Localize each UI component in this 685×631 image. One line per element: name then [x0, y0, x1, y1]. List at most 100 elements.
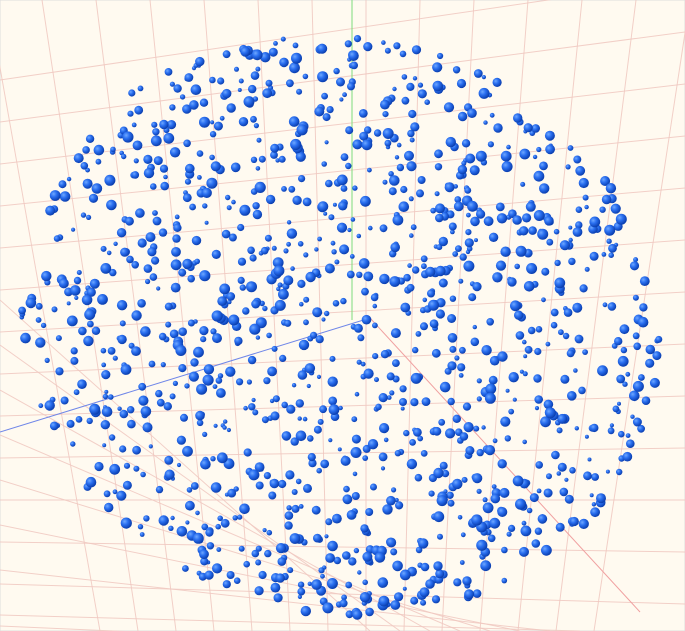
sphere — [388, 171, 394, 177]
sphere — [240, 46, 251, 57]
sphere — [262, 528, 267, 533]
sphere — [533, 210, 545, 221]
sphere — [418, 538, 429, 549]
sphere — [164, 469, 175, 480]
sphere — [261, 416, 269, 424]
sphere — [249, 254, 257, 262]
sphere — [591, 473, 599, 481]
sphere — [433, 561, 443, 571]
sphere — [394, 592, 404, 602]
sphere — [160, 181, 169, 191]
sphere — [522, 371, 528, 377]
sphere — [308, 459, 317, 468]
sphere — [248, 403, 256, 411]
sphere — [573, 155, 582, 164]
sphere — [452, 251, 459, 257]
sphere — [400, 406, 405, 411]
sphere — [297, 587, 306, 596]
sphere — [234, 66, 239, 72]
sphere — [430, 207, 437, 214]
sphere — [236, 378, 244, 386]
sphere — [412, 346, 419, 354]
sphere — [390, 600, 401, 610]
sphere — [315, 335, 324, 344]
sphere — [427, 289, 435, 298]
sphere — [106, 250, 112, 256]
sphere — [550, 321, 558, 329]
sphere — [110, 146, 116, 153]
sphere — [210, 456, 216, 462]
sphere — [425, 266, 436, 277]
sphere — [323, 211, 328, 216]
sphere — [394, 155, 400, 160]
sphere — [457, 164, 468, 175]
sphere — [243, 405, 248, 411]
sphere — [132, 445, 142, 455]
sphere — [382, 128, 394, 139]
sphere — [131, 171, 140, 179]
sphere — [455, 245, 462, 253]
sphere — [510, 300, 521, 312]
sphere — [590, 423, 599, 433]
sphere — [612, 405, 620, 413]
sphere — [88, 193, 99, 203]
sphere — [380, 350, 390, 359]
sphere — [535, 461, 543, 469]
sphere — [395, 501, 404, 510]
sphere — [278, 479, 287, 489]
sphere — [439, 381, 451, 393]
sphere — [487, 141, 494, 148]
sphere — [534, 395, 543, 404]
sphere — [482, 502, 494, 514]
sphere — [216, 547, 222, 552]
sphere — [607, 302, 617, 311]
sphere — [520, 525, 532, 537]
sphere — [277, 557, 287, 566]
sphere — [202, 374, 214, 386]
sphere — [255, 481, 264, 490]
sphere — [53, 235, 61, 242]
sphere — [372, 322, 378, 329]
sphere — [484, 392, 496, 404]
sphere — [632, 380, 644, 392]
sphere — [342, 494, 353, 505]
sphere — [398, 201, 410, 212]
sphere — [104, 174, 116, 186]
sphere — [151, 256, 160, 265]
sphere — [131, 122, 137, 128]
sphere — [310, 331, 318, 339]
sphere — [393, 42, 401, 50]
sphere — [212, 384, 218, 389]
sphere — [378, 393, 388, 403]
sphere — [271, 245, 277, 251]
sphere — [352, 185, 358, 191]
sphere — [582, 194, 589, 201]
sphere — [276, 286, 281, 292]
sphere — [316, 467, 323, 474]
sphere — [536, 488, 542, 494]
sphere — [606, 238, 612, 244]
sphere — [273, 265, 285, 277]
sphere — [107, 347, 116, 355]
sphere — [447, 361, 457, 371]
sphere — [402, 586, 407, 591]
sphere — [389, 276, 401, 287]
sphere — [195, 410, 205, 421]
sphere — [317, 71, 329, 83]
sphere — [449, 295, 457, 302]
sphere — [139, 532, 145, 537]
sphere — [291, 489, 298, 495]
sphere — [101, 370, 111, 380]
sphere — [160, 362, 166, 368]
sphere — [210, 120, 215, 125]
sphere — [199, 116, 210, 128]
sphere — [403, 429, 410, 437]
sphere — [202, 203, 208, 209]
sphere — [444, 182, 455, 193]
sphere — [112, 355, 118, 361]
sphere — [101, 406, 113, 418]
sphere — [44, 357, 50, 363]
sphere — [629, 261, 640, 271]
